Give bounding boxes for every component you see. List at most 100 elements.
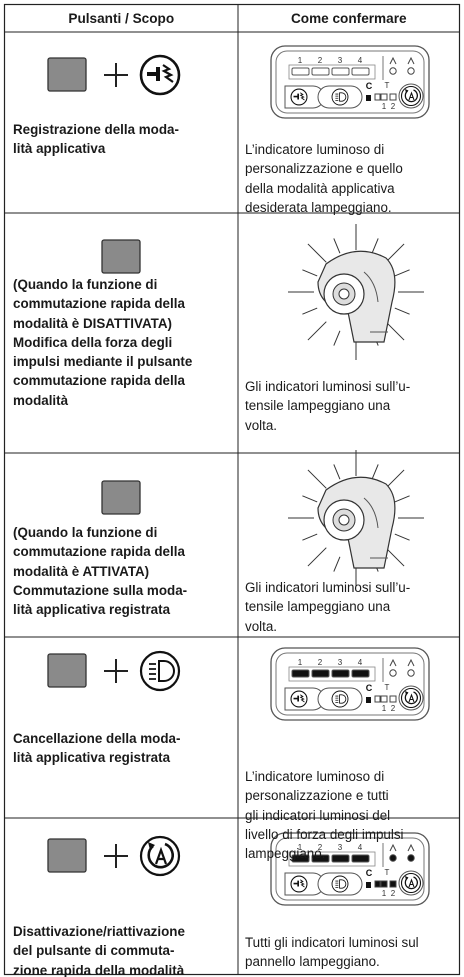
panel-indicator <box>311 67 330 76</box>
panel-label: 3 <box>338 658 343 667</box>
panel-label: 2 <box>318 56 323 65</box>
panel-indicator <box>380 880 388 888</box>
tool-detail <box>363 271 388 333</box>
panel: 1 2 3 4C T1 2 <box>270 832 430 906</box>
panel-indicator <box>351 669 370 678</box>
panel-indicator <box>380 93 388 101</box>
flash-ray <box>302 269 318 277</box>
panel-icon <box>331 875 349 893</box>
panel-label: 1 <box>382 102 387 111</box>
panel-label: C <box>366 868 373 878</box>
panel-indicator <box>380 695 388 703</box>
panel-label: T <box>385 81 390 90</box>
table-border <box>3 3 461 976</box>
flash-ray <box>371 464 379 480</box>
panel-indicator <box>366 697 371 703</box>
button-icon <box>101 239 141 274</box>
panel-icon <box>400 85 422 107</box>
panel-dot <box>389 67 397 75</box>
header-cell: Come confermare <box>290 11 407 26</box>
tool-illustration <box>288 224 424 360</box>
button-icon <box>47 653 87 688</box>
panel-indicator <box>351 854 370 863</box>
flash-ray <box>385 243 405 263</box>
panel-label: 2 <box>318 658 323 667</box>
panel-inner <box>275 652 425 716</box>
plus-sign <box>103 658 129 684</box>
panel: 1 2 3 4C T1 2 <box>270 647 430 721</box>
panel-inner <box>275 50 425 114</box>
panel-indicator <box>374 695 381 703</box>
flash-ray <box>394 269 410 277</box>
flash-ray <box>394 533 410 541</box>
flash-ray <box>302 307 318 315</box>
panel-indicator <box>366 882 371 888</box>
panel-indicator <box>389 695 397 703</box>
panel-label: 3 <box>338 56 343 65</box>
flash-ray <box>302 533 318 541</box>
panel-frame <box>288 64 376 80</box>
plus-sign <box>103 62 129 88</box>
panel-glyph <box>389 56 397 65</box>
plus-sign <box>103 843 129 869</box>
tool-head <box>338 288 350 300</box>
panel-glyph <box>407 843 415 852</box>
confirm-text: L’indicatore luminoso di personalizzazio… <box>245 769 404 862</box>
panel-indicator <box>291 67 310 76</box>
panel-frame <box>288 666 376 682</box>
flash-ray <box>385 321 405 341</box>
panel-label: C <box>366 683 373 693</box>
panel-indicator <box>389 93 397 101</box>
panel-indicator <box>331 67 350 76</box>
panel-indicator <box>311 669 330 678</box>
flash-ray <box>371 238 379 254</box>
panel-label: 2 <box>391 102 396 111</box>
panel-label: 4 <box>358 843 363 852</box>
panel-icon <box>400 872 422 894</box>
flash-ray <box>333 556 341 572</box>
purpose-text: (Quando la funzione di commutazione rapi… <box>13 277 193 408</box>
purpose-text: Disattivazione/riattivazione del pulsant… <box>13 924 185 977</box>
panel-dot <box>389 669 397 677</box>
panel-label: 1 <box>298 658 303 667</box>
panel-glyph <box>407 56 415 65</box>
flash-ray <box>307 321 327 341</box>
tool-head <box>338 514 350 526</box>
panel-label: 4 <box>358 658 363 667</box>
flash-ray <box>333 330 341 346</box>
function-icon <box>139 835 181 877</box>
flash-ray <box>394 307 410 315</box>
tool-illustration <box>288 450 424 586</box>
panel-label: 2 <box>391 704 396 713</box>
panel-label: 1 <box>298 56 303 65</box>
panel-glyph <box>407 658 415 667</box>
panel-inner <box>275 837 425 901</box>
flash-ray <box>307 243 327 263</box>
purpose-text: (Quando la funzione di commutazione rapi… <box>13 525 188 618</box>
panel-dot <box>407 669 415 677</box>
panel-indicator <box>311 854 330 863</box>
panel-label: 4 <box>358 56 363 65</box>
panel-indicator <box>331 669 350 678</box>
flash-ray <box>333 238 341 254</box>
panel-frame <box>288 851 376 867</box>
header-cell: Pulsanti / Scopo <box>68 11 175 26</box>
panel-label: 1 <box>382 704 387 713</box>
panel-indicator <box>366 95 371 101</box>
purpose-text: Cancellazione della moda- lità applicati… <box>13 731 181 766</box>
panel-indicator <box>351 67 370 76</box>
confirm-text: Gli indicatori luminosi sull’u- tensile … <box>245 580 411 634</box>
purpose-text: Registrazione della moda- lità applicati… <box>13 122 179 157</box>
panel-glyph <box>389 658 397 667</box>
panel-icon <box>331 690 349 708</box>
confirm-text: Tutti gli indicatori luminosi sul pannel… <box>245 935 419 970</box>
panel-dot <box>407 67 415 75</box>
panel-icon <box>290 88 308 106</box>
panel-label: 2 <box>391 889 396 898</box>
button-icon <box>47 838 87 873</box>
panel-label: 2 <box>318 843 323 852</box>
panel-indicator <box>291 669 310 678</box>
button-icon <box>47 57 87 92</box>
panel-indicator <box>389 880 397 888</box>
panel-dot <box>389 854 397 862</box>
